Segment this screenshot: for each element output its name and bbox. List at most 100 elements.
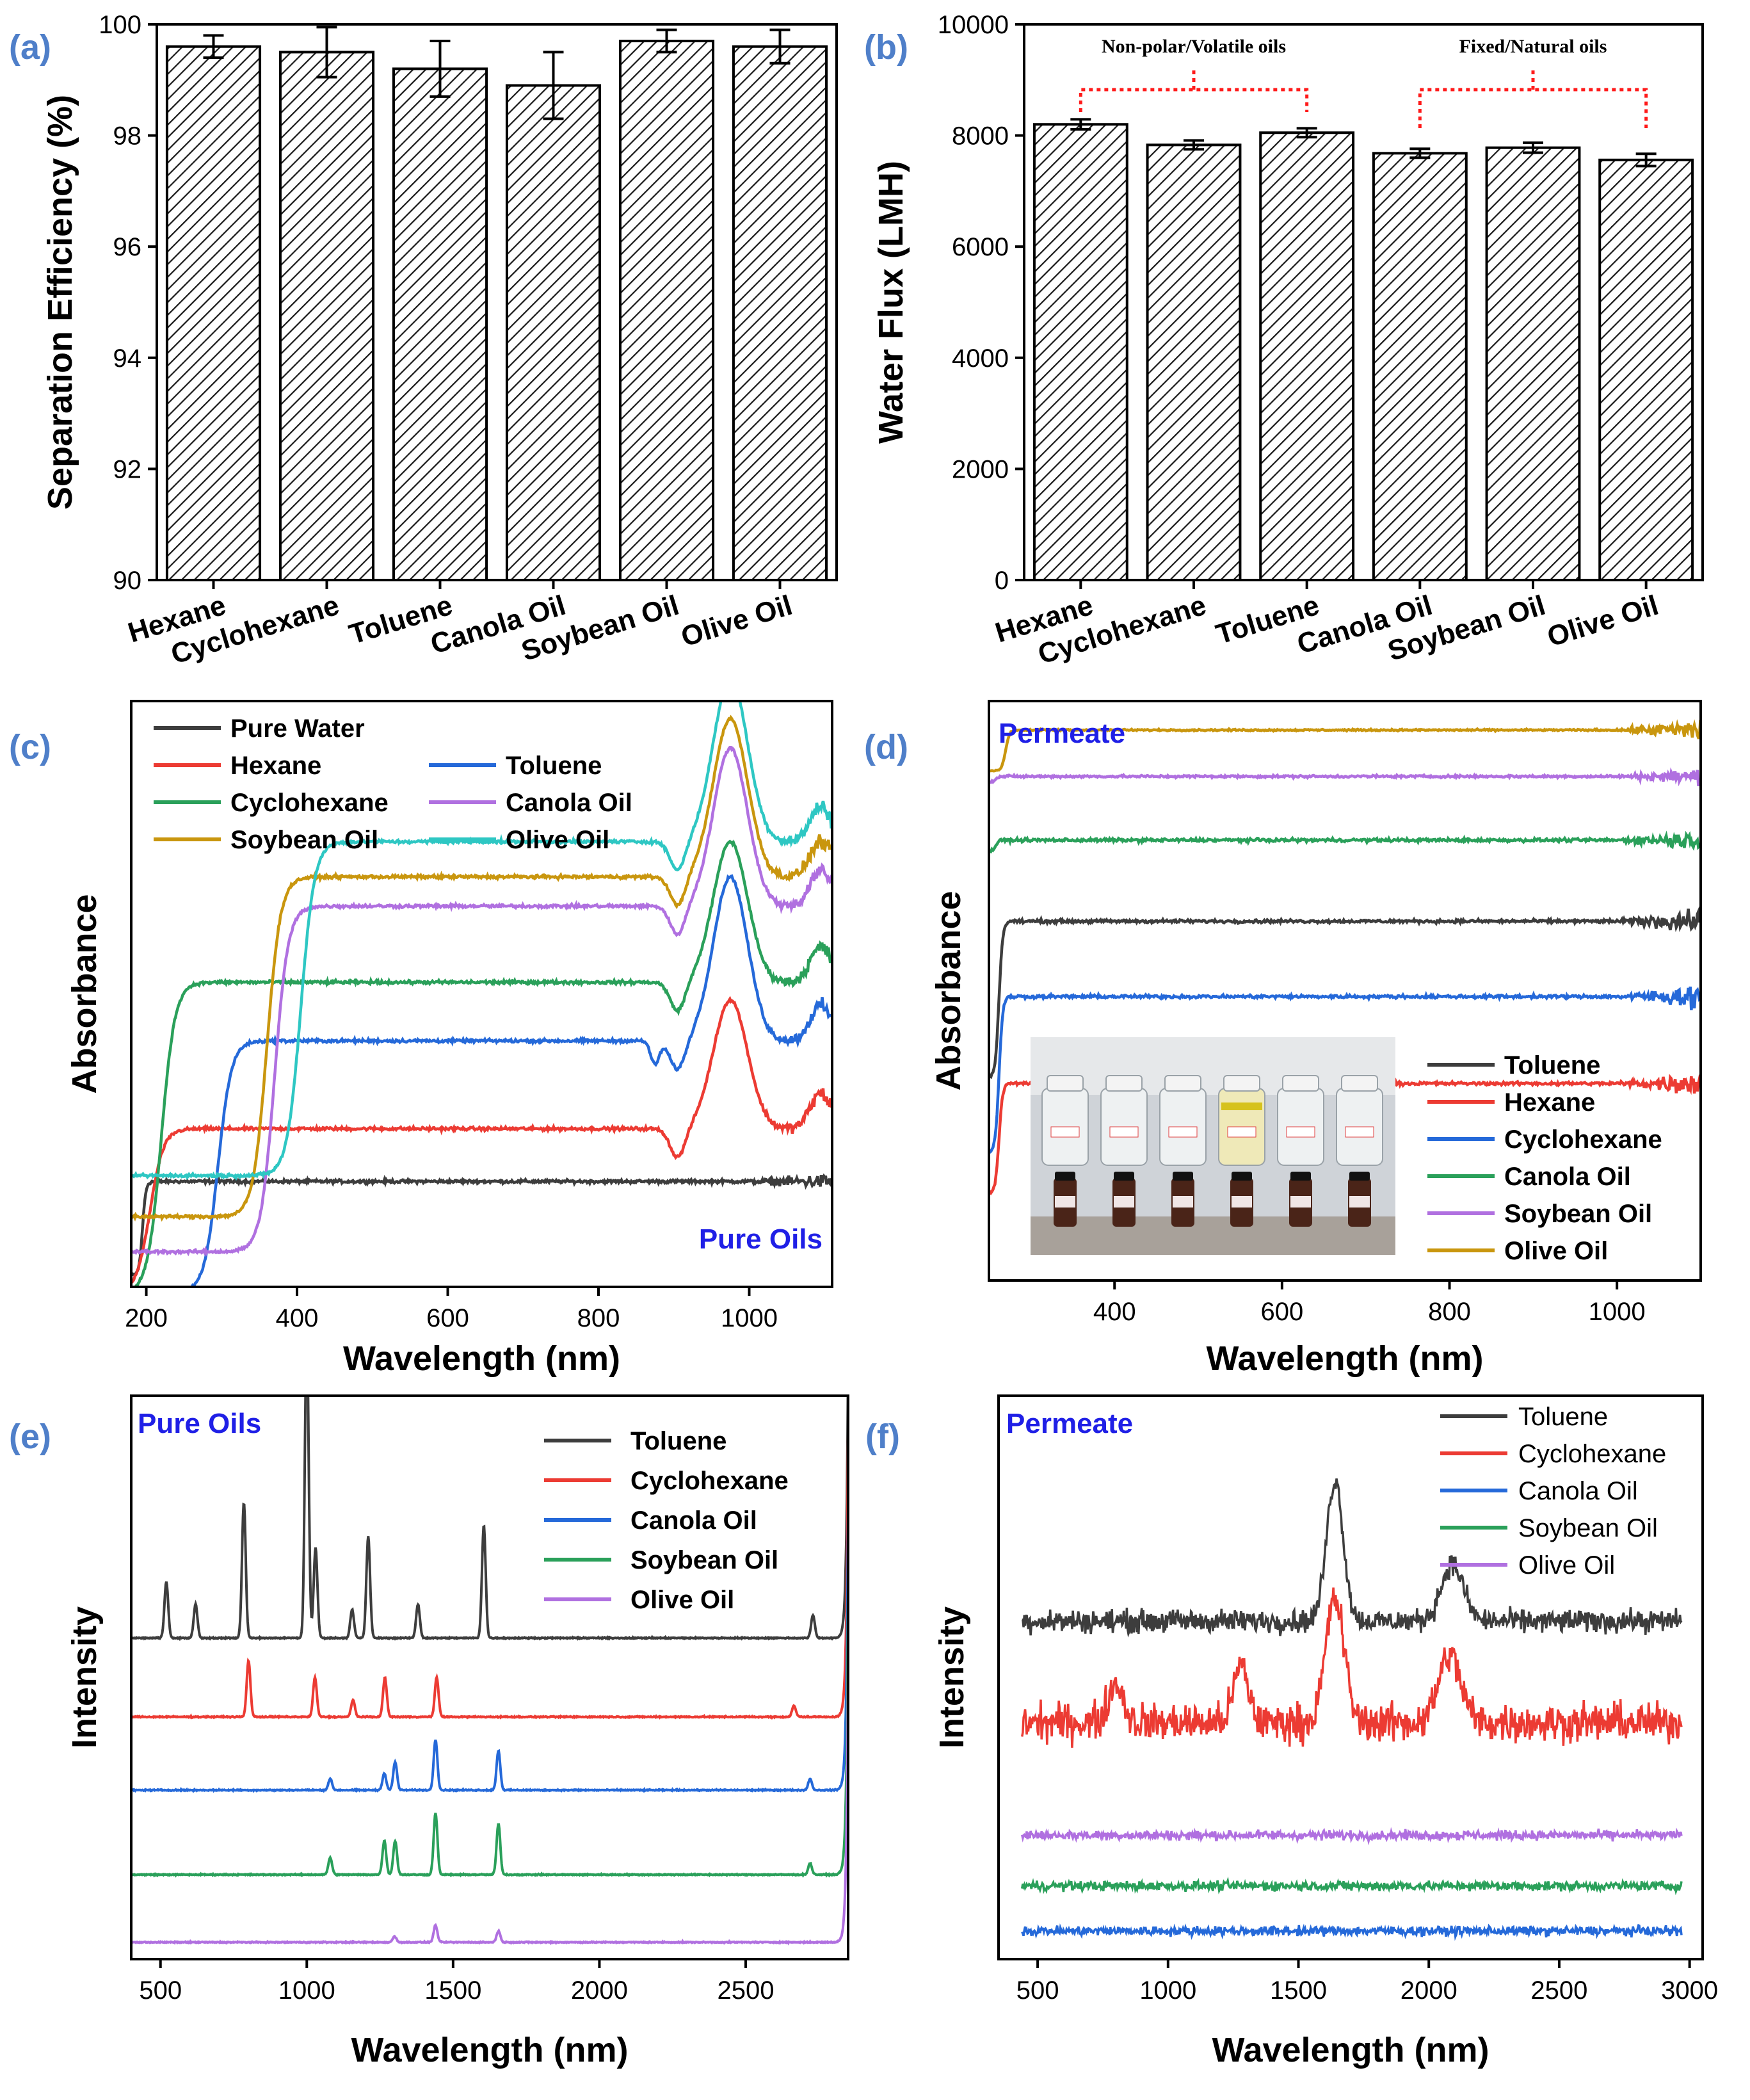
vial-cap (1232, 1172, 1252, 1181)
legend-label: Canola Oil (630, 1506, 757, 1535)
y-tick-label: 6000 (952, 233, 1009, 261)
x-tick-label: 1000 (721, 1304, 778, 1332)
x-tick-label: 800 (1428, 1298, 1471, 1326)
legend-label: Soybean Oil (230, 826, 378, 854)
panel-label: (b) (864, 28, 908, 67)
bar (165, 45, 262, 582)
series-line (131, 1396, 848, 1642)
x-axis-title: Wavelength (nm) (1206, 1339, 1483, 1378)
bar (1259, 131, 1355, 581)
legend-label: Toluene (1518, 1403, 1608, 1431)
series-line (131, 1435, 848, 1720)
annotation: Pure Oils (699, 1224, 823, 1255)
series-line (989, 830, 1701, 854)
plot-frame (1023, 23, 1704, 581)
x-tick-label: Olive Oil (677, 590, 796, 653)
legend-label: Olive Oil (1518, 1551, 1615, 1579)
bottle-label (1050, 1126, 1080, 1138)
y-tick-label: 8000 (952, 122, 1009, 150)
panel-f: (f) 500 1000 1500 2000 2500 3000 Wavelength (nm… (865, 1394, 1718, 2069)
vial-label (1290, 1196, 1311, 1208)
bottle-cap (1282, 1075, 1319, 1092)
x-tick-label: 3000 (1661, 1976, 1718, 2005)
bar (392, 67, 488, 581)
bar (278, 51, 375, 581)
x-tick-label: 800 (577, 1304, 620, 1332)
bar (618, 40, 715, 582)
panel-c: (c) 200 400 600 800 1000 Wavelength (nm) Absorb… (9, 700, 833, 1378)
legend-label: Toluene (1504, 1051, 1600, 1079)
bottle-cap (1341, 1075, 1378, 1092)
plot-frame (988, 700, 1702, 1282)
y-axis-title: Absorbance (65, 894, 104, 1094)
x-axis-title: Wavelength (nm) (1212, 2031, 1489, 2069)
legend-label: Pure Water (230, 715, 365, 743)
series-line (989, 906, 1701, 1079)
series-layer (131, 701, 832, 1287)
series-line (131, 715, 832, 1222)
panel-label: (f) (865, 1418, 900, 1456)
legend-label: Cyclohexane (1518, 1440, 1666, 1468)
legend-label: Canola Oil (506, 789, 632, 817)
y-tick-label: 2000 (952, 455, 1009, 483)
bottle-cap (1105, 1075, 1143, 1092)
series-line (989, 767, 1701, 787)
series-line (131, 1508, 848, 1793)
x-axis-title: Wavelength (nm) (343, 1339, 620, 1378)
group-bracket (1079, 88, 1309, 112)
series-line (131, 1173, 832, 1277)
x-tick-label: 2000 (571, 1976, 628, 2005)
legend-label: Olive Oil (630, 1586, 734, 1614)
legend-label: Cyclohexane (630, 1467, 789, 1495)
series-line (989, 719, 1701, 773)
legend-label: Canola Oil (1518, 1477, 1638, 1505)
bottle-label (1109, 1126, 1139, 1138)
series-line (1020, 1827, 1683, 1846)
legend: Toluene Cyclohexane Canola Oil Soybean Oil O… (544, 1427, 789, 1614)
x-tick-label: 1500 (424, 1976, 481, 2005)
series-line (131, 1660, 848, 1946)
y-tick-label: 0 (995, 567, 1009, 595)
bar (1372, 152, 1468, 582)
bar (732, 45, 828, 582)
inset-photo (1031, 1037, 1395, 1255)
series-line (131, 701, 832, 1181)
legend-label: Soybean Oil (1518, 1514, 1658, 1542)
x-tick-label: 1000 (1589, 1298, 1646, 1326)
panel-label: (a) (9, 28, 51, 67)
group-label: Non-polar/Volatile oils (1102, 36, 1286, 57)
series-line (131, 1592, 848, 1878)
series-line (1022, 1478, 1683, 1638)
bottle-cap (1223, 1075, 1260, 1092)
vial-cap (1055, 1172, 1075, 1181)
bar (1485, 146, 1581, 582)
legend-label: Canola Oil (1504, 1163, 1631, 1191)
x-tick-label: 600 (426, 1304, 469, 1332)
x-axis-title: Wavelength (nm) (351, 2031, 628, 2069)
x-tick-label: Olive Oil (1544, 590, 1662, 653)
legend-label: Toluene (630, 1427, 726, 1455)
legend-label: Olive Oil (1504, 1237, 1608, 1265)
legend-label: Cyclohexane (230, 789, 389, 817)
y-tick-label: 4000 (952, 344, 1009, 373)
legend-label: Toluene (506, 752, 602, 780)
series-layer (131, 1396, 848, 1946)
x-tick-label: 500 (139, 1976, 182, 2005)
bar (505, 84, 602, 582)
plot-frame (130, 1394, 849, 1960)
photo-wall (1031, 1037, 1395, 1095)
series-line (989, 986, 1701, 1154)
series-layer (1020, 1478, 1683, 1941)
series-line (1021, 1923, 1683, 1941)
series-line (131, 996, 832, 1284)
bar (1146, 143, 1242, 581)
legend: Toluene Cyclohexane Canola Oil Soybean Oil O… (1440, 1403, 1666, 1579)
legend-label: Olive Oil (506, 826, 609, 854)
vial-label (1055, 1196, 1075, 1208)
y-tick-label: 96 (113, 233, 142, 261)
bar (1032, 123, 1128, 582)
panel-label: (d) (864, 728, 908, 766)
plot-frame (997, 1394, 1704, 1960)
